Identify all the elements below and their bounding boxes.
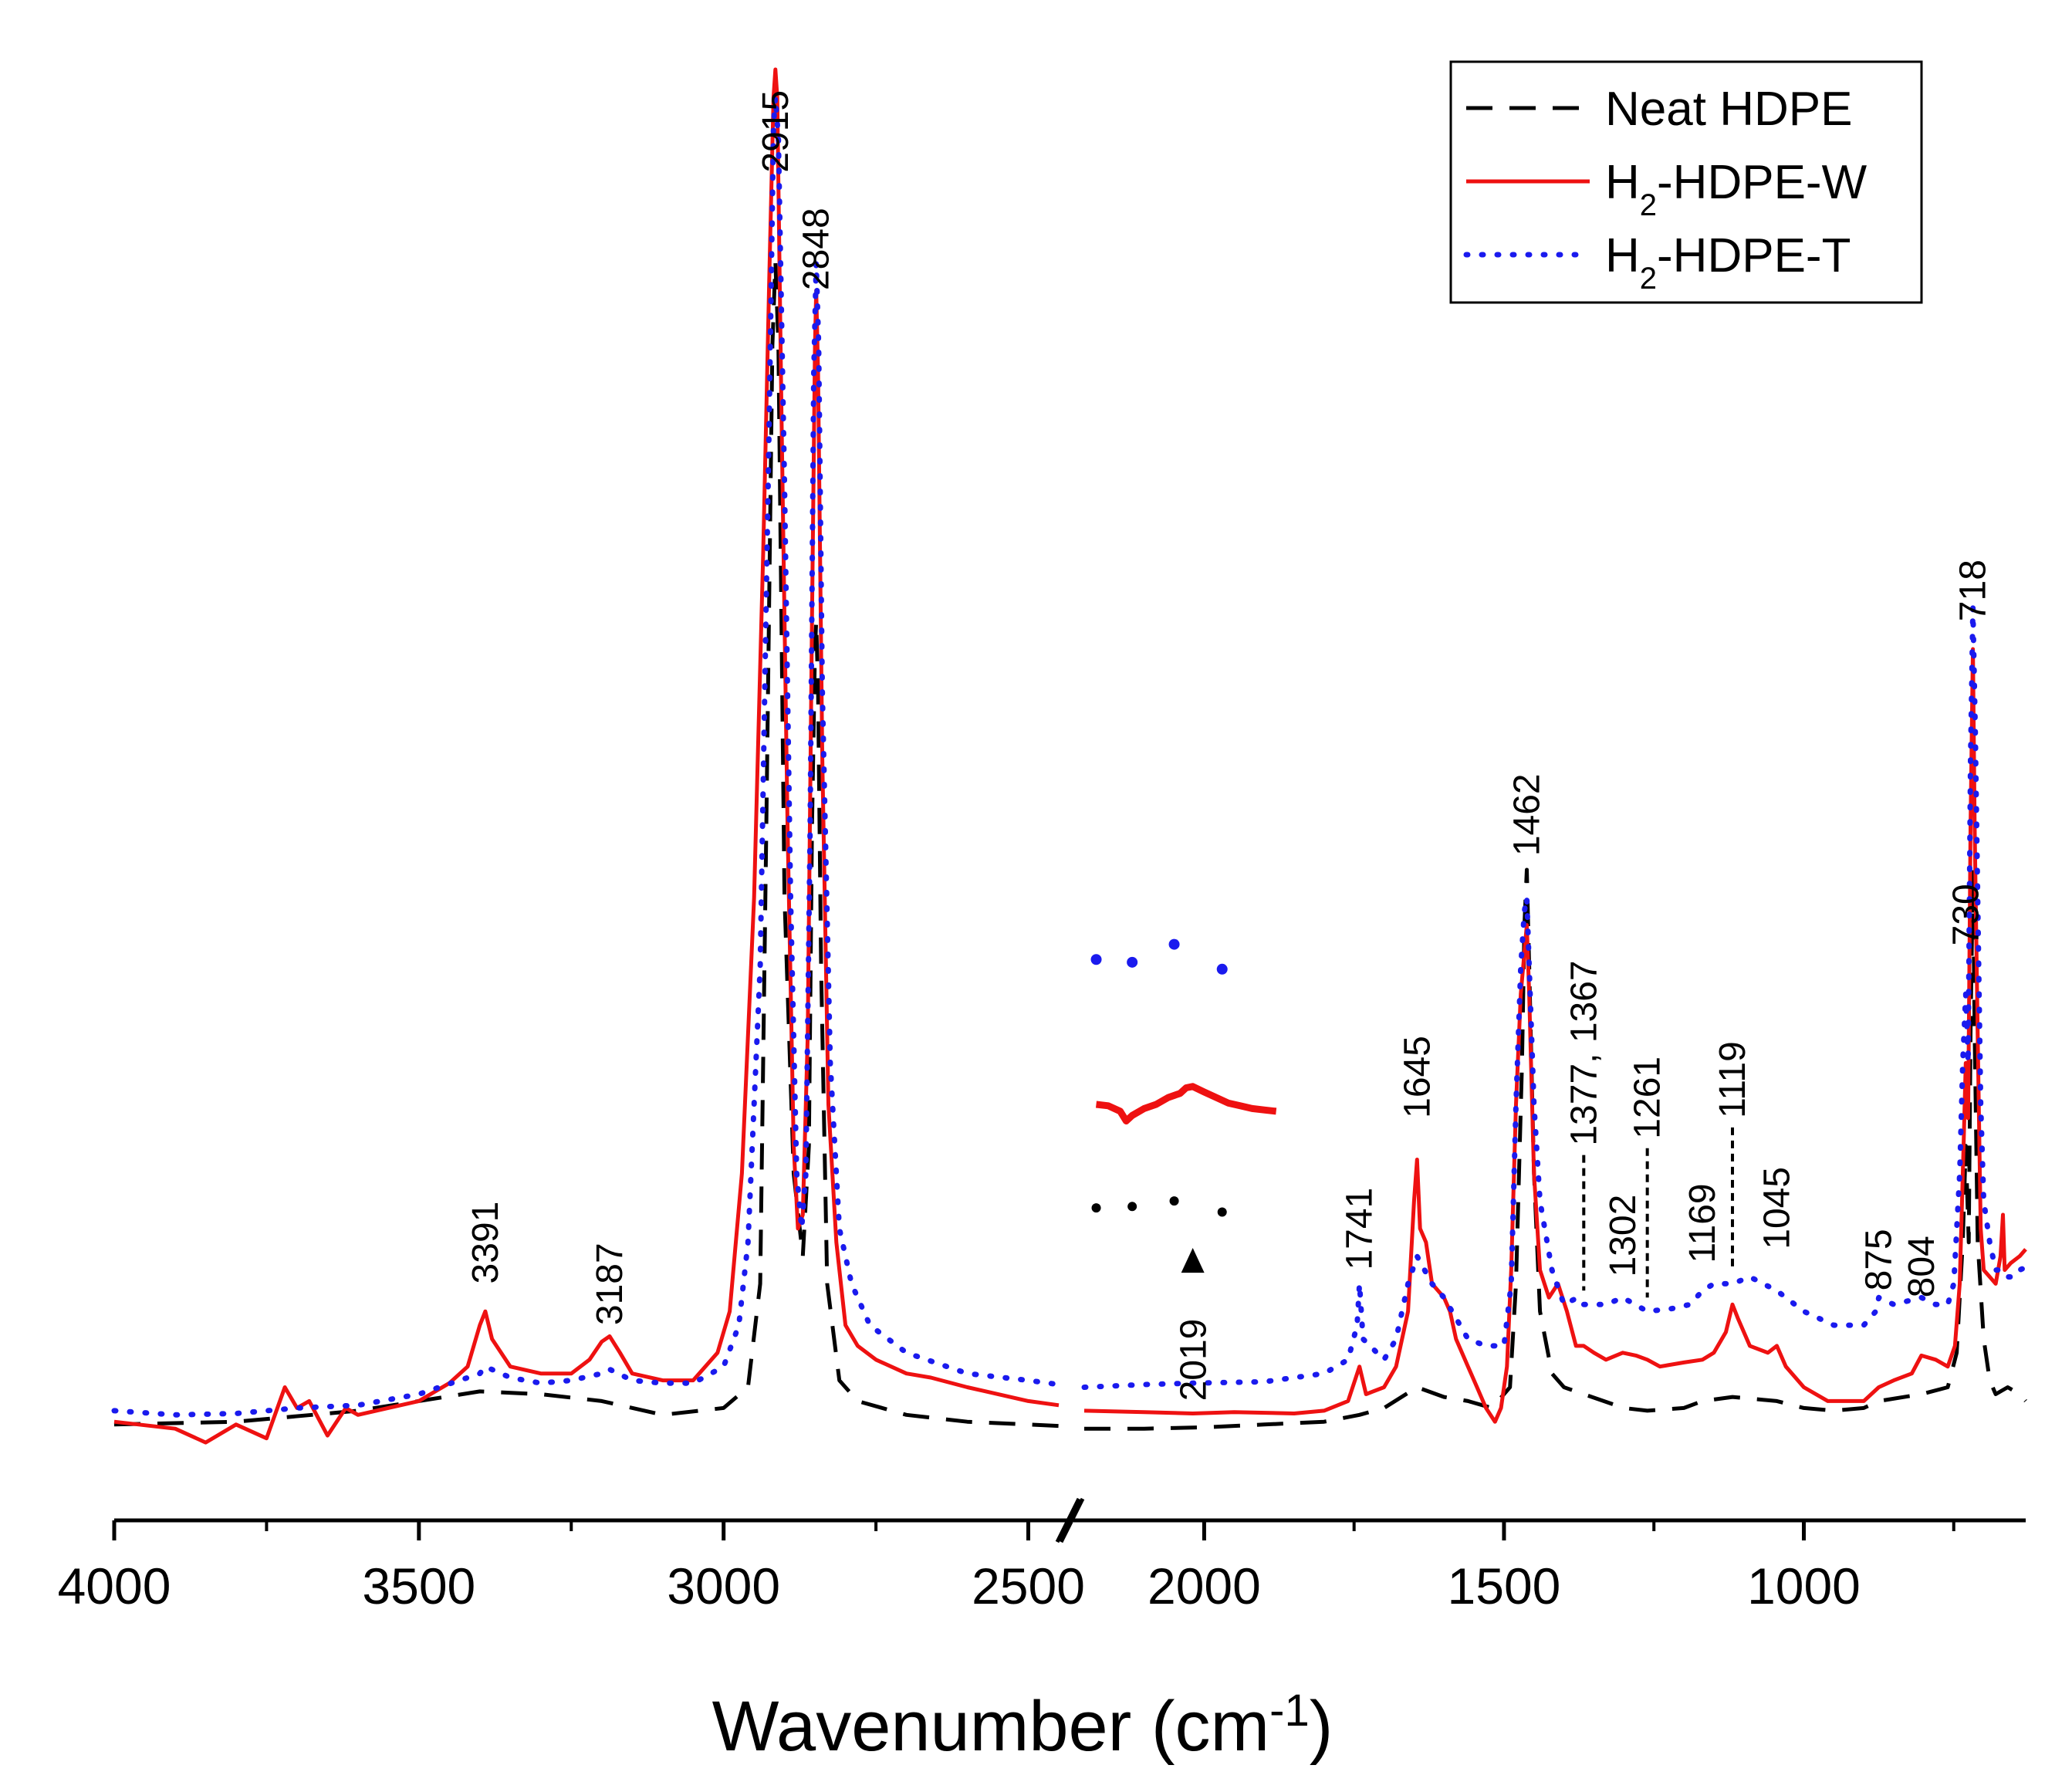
peak-label-1169: 1169: [1682, 1183, 1723, 1263]
peak-label-1302: 1302: [1603, 1195, 1644, 1277]
peak-label-2848: 2848: [796, 208, 837, 290]
inset-blue-dot: [1127, 956, 1138, 968]
peak-label-875: 875: [1859, 1229, 1900, 1290]
peak-label-730: 730: [1945, 884, 1986, 945]
axis-break-mark: [1055, 1497, 1081, 1544]
series-line-1-left: [113, 67, 1060, 1445]
x-axis-label-superscript: -1: [1269, 1686, 1310, 1736]
x-tick-label-3000: 3000: [667, 1557, 780, 1615]
peak-label-1119: 1119: [1712, 1041, 1753, 1118]
peak-label-1462: 1462: [1506, 773, 1547, 856]
peak-label-1261: 1261: [1628, 1057, 1668, 1139]
legend-label-suffix: -HDPE-W: [1657, 156, 1868, 209]
inset-black-dot: [1091, 1203, 1101, 1213]
legend-label-main: H: [1605, 156, 1640, 209]
inset-blue-dot: [1216, 963, 1228, 975]
x-tick-label-3500: 3500: [362, 1557, 475, 1615]
legend-label-main: H: [1605, 229, 1640, 282]
series-line-1-right: [1083, 647, 2027, 1424]
inset-black-dot: [1217, 1207, 1227, 1217]
inset-arrow-label: 2019: [1174, 1319, 1215, 1402]
inset-blue-dot: [1090, 954, 1102, 965]
x-axis-label: Wavenumber (cm-1): [712, 1686, 1333, 1767]
legend-label-subscript: 2: [1640, 188, 1657, 222]
peak-label-1377--1367: 1377, 1367: [1563, 960, 1604, 1145]
x-tick-label-4000: 4000: [58, 1557, 171, 1615]
inset-2019: 2019: [1090, 938, 1277, 1402]
legend-label-2: H2-HDPE-T: [1605, 229, 1851, 296]
series-line-2-right: [1081, 604, 2029, 1390]
inset-red-line: [1095, 1083, 1277, 1124]
inset-blue-dot: [1168, 938, 1180, 950]
legend-label-1: H2-HDPE-W: [1605, 156, 1868, 222]
x-tick-label-2500: 2500: [972, 1557, 1085, 1615]
spectra-curves: [111, 67, 2029, 1445]
series-line-0-right: [1084, 867, 2027, 1431]
series-line-0-left: [113, 260, 1060, 1429]
inset-black-dot: [1127, 1202, 1137, 1212]
legend-label-main: Neat HDPE: [1605, 83, 1852, 136]
peak-label-3391: 3391: [465, 1202, 506, 1284]
axis-break-mark: [1059, 1497, 1085, 1544]
peak-label-3187: 3187: [590, 1243, 630, 1325]
peak-label-2915: 2915: [755, 90, 796, 173]
series-line-2-left: [111, 94, 1062, 1418]
legend-label-0: Neat HDPE: [1605, 83, 1852, 136]
x-tick-label-1000: 1000: [1747, 1557, 1861, 1615]
peak-label-1645: 1645: [1397, 1036, 1438, 1118]
peak-label-718: 718: [1953, 560, 1994, 621]
peak-label-1741: 1741: [1340, 1188, 1381, 1270]
x-axis: 4000 3500 3000 2500 2000 1500 1000: [58, 1497, 2026, 1615]
peak-label-1045: 1045: [1757, 1167, 1798, 1249]
x-tick-label-2000: 2000: [1148, 1557, 1261, 1615]
legend-label-subscript: 2: [1640, 262, 1657, 296]
x-tick-label-1500: 1500: [1448, 1557, 1561, 1615]
legend-label-suffix: -HDPE-T: [1657, 229, 1851, 282]
x-axis-label-main: Wavenumber (cm: [712, 1687, 1270, 1766]
inset-arrow-icon: [1181, 1247, 1205, 1273]
x-axis-label-suffix: ): [1310, 1687, 1333, 1766]
peak-label-804: 804: [1901, 1236, 1942, 1297]
inset-black-dot: [1169, 1196, 1179, 1206]
